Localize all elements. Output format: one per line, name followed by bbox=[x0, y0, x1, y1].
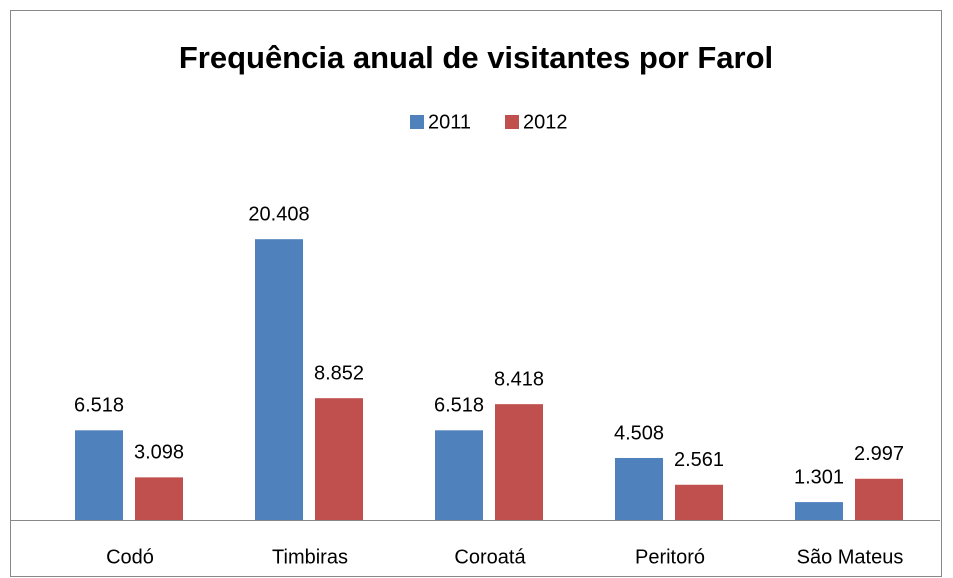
data-label: 3.098 bbox=[134, 442, 184, 464]
data-label: 6.518 bbox=[74, 395, 124, 417]
data-label: 20.408 bbox=[248, 203, 309, 225]
bar bbox=[435, 430, 483, 520]
data-label: 4.508 bbox=[614, 422, 664, 444]
data-label: 8.852 bbox=[314, 362, 364, 384]
data-label: 2.997 bbox=[854, 443, 904, 465]
legend-label: 2012 bbox=[523, 111, 568, 133]
chart-title: Frequência anual de visitantes por Farol bbox=[179, 40, 773, 75]
bar bbox=[255, 239, 303, 520]
bar bbox=[615, 457, 663, 520]
data-label: 8.418 bbox=[494, 368, 544, 390]
bar bbox=[675, 484, 723, 520]
data-label: 6.518 bbox=[434, 395, 484, 417]
legend-swatch bbox=[505, 115, 519, 129]
x-tick-label: Coroatá bbox=[454, 546, 526, 568]
bar bbox=[135, 477, 183, 520]
x-tick-label: Peritoró bbox=[635, 546, 705, 568]
bar bbox=[315, 398, 363, 520]
data-label: 1.301 bbox=[794, 466, 844, 488]
bar bbox=[75, 430, 123, 520]
x-tick-label: Codó bbox=[106, 546, 154, 568]
x-tick-label: Timbiras bbox=[272, 546, 348, 568]
bar bbox=[495, 404, 543, 520]
legend-swatch bbox=[410, 115, 424, 129]
data-label: 2.561 bbox=[674, 449, 724, 471]
x-tick-label: São Mateus bbox=[797, 546, 904, 568]
legend-label: 2011 bbox=[428, 111, 471, 133]
bar bbox=[855, 478, 903, 520]
bar bbox=[795, 502, 843, 520]
